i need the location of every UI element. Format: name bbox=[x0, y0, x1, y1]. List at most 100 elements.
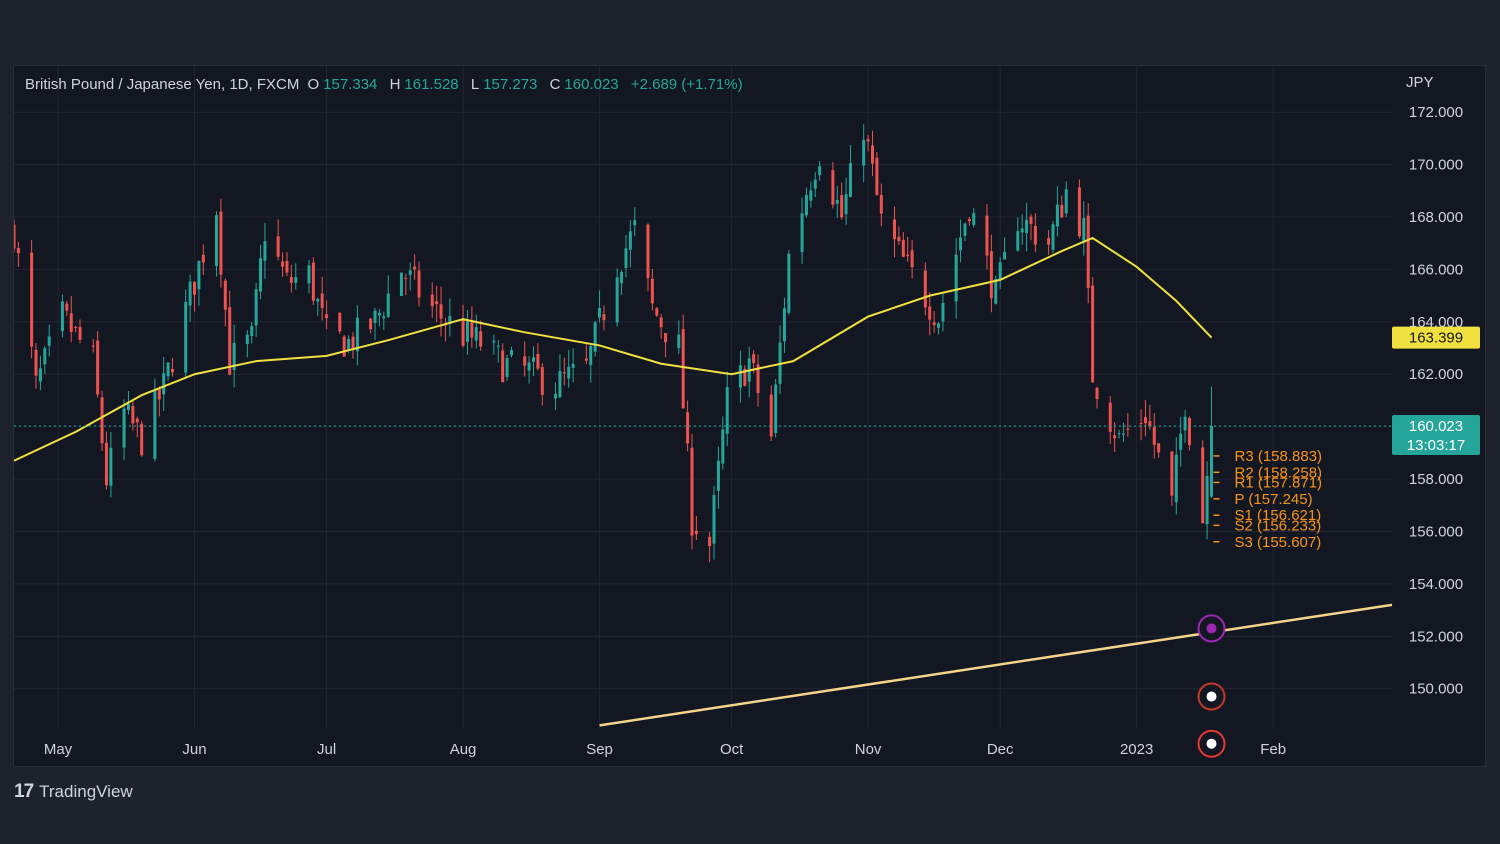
candle bbox=[875, 152, 879, 196]
x-tick-label: Sep bbox=[586, 741, 613, 758]
candle bbox=[835, 186, 839, 219]
candle-body bbox=[906, 254, 910, 257]
candle-body bbox=[901, 240, 905, 257]
symbol-legend[interactable]: British Pound / Japanese Yen, 1D, FXCM O… bbox=[25, 76, 747, 93]
candle-body bbox=[782, 308, 786, 342]
candle bbox=[941, 293, 945, 332]
candle bbox=[14, 219, 16, 253]
candle-body bbox=[96, 340, 100, 395]
candle-body bbox=[985, 215, 989, 256]
candle bbox=[461, 304, 465, 348]
candle bbox=[1143, 400, 1147, 437]
candle-body bbox=[536, 354, 540, 369]
tradingview-logo[interactable]: 17 TradingView bbox=[14, 781, 133, 803]
candle bbox=[1139, 409, 1143, 441]
candle bbox=[1095, 386, 1099, 409]
candle-body bbox=[1183, 416, 1187, 431]
candle-body bbox=[100, 397, 104, 444]
candle bbox=[135, 416, 139, 438]
candle-body bbox=[694, 530, 698, 535]
low-value: 157.273 bbox=[483, 76, 538, 93]
price-badges: 163.399 160.023 13:03:17 bbox=[1392, 326, 1480, 456]
price-chart[interactable]: 172.000170.000168.000166.000164.000162.0… bbox=[14, 66, 1487, 768]
candle bbox=[1205, 461, 1209, 540]
candle bbox=[928, 292, 932, 336]
candle-body bbox=[774, 384, 778, 433]
candle-body bbox=[1117, 433, 1121, 435]
candle bbox=[540, 362, 544, 406]
candle bbox=[954, 238, 958, 319]
candle bbox=[870, 130, 874, 177]
candle bbox=[320, 276, 324, 321]
candle bbox=[74, 325, 78, 333]
candle bbox=[690, 433, 694, 550]
candle-body bbox=[215, 215, 219, 267]
candle-body bbox=[281, 261, 285, 267]
candle bbox=[197, 260, 201, 306]
candle-body bbox=[14, 224, 16, 249]
y-tick-label: 150.000 bbox=[1409, 681, 1463, 698]
candle bbox=[399, 272, 403, 297]
candle bbox=[509, 346, 513, 358]
candle-body bbox=[417, 270, 421, 298]
candle bbox=[369, 317, 373, 334]
candle bbox=[681, 314, 685, 409]
pivot-label: R3 (158.883) bbox=[1234, 448, 1322, 465]
candle bbox=[844, 177, 848, 225]
candle bbox=[1082, 201, 1086, 256]
candle bbox=[1209, 386, 1213, 499]
candle-body bbox=[479, 331, 483, 347]
candle-body bbox=[1209, 426, 1213, 497]
candle bbox=[153, 378, 157, 462]
candle-body bbox=[399, 272, 403, 297]
candle bbox=[285, 252, 289, 277]
candle-body bbox=[862, 139, 866, 166]
candle bbox=[184, 289, 188, 377]
candle bbox=[1051, 221, 1055, 254]
candle-body bbox=[448, 316, 452, 323]
candle-body bbox=[492, 340, 496, 343]
japan-flag-event-icon-inner bbox=[1206, 738, 1217, 749]
candle-body bbox=[170, 369, 174, 373]
candle bbox=[443, 317, 447, 342]
candle-body bbox=[615, 277, 619, 323]
candle bbox=[879, 183, 883, 227]
candle-body bbox=[620, 271, 624, 284]
currency-label[interactable]: JPY bbox=[1406, 74, 1434, 91]
candle bbox=[1157, 443, 1161, 458]
candle-body bbox=[712, 494, 716, 544]
candle bbox=[963, 222, 967, 242]
candle bbox=[404, 273, 408, 296]
candle bbox=[998, 257, 1002, 289]
candle bbox=[747, 346, 751, 398]
candle-body bbox=[140, 423, 144, 456]
candle bbox=[276, 219, 280, 261]
candle-body bbox=[1025, 219, 1029, 234]
candle-body bbox=[1205, 475, 1209, 525]
candle bbox=[104, 431, 108, 490]
candle-body bbox=[602, 314, 606, 321]
candle bbox=[774, 379, 778, 438]
y-tick-label: 162.000 bbox=[1409, 366, 1463, 383]
y-tick-label: 156.000 bbox=[1409, 523, 1463, 540]
y-tick-label: 172.000 bbox=[1409, 104, 1463, 121]
candle-body bbox=[505, 357, 509, 377]
candle-body bbox=[686, 412, 690, 444]
candle bbox=[769, 385, 773, 441]
candle bbox=[937, 321, 941, 335]
candle bbox=[708, 532, 712, 563]
candle-body bbox=[804, 194, 808, 216]
x-tick-label: Dec bbox=[987, 741, 1014, 758]
candle bbox=[16, 241, 20, 267]
candle bbox=[263, 223, 267, 279]
candle bbox=[558, 354, 562, 399]
candle-body bbox=[743, 368, 747, 386]
candle bbox=[479, 320, 483, 351]
candle-body bbox=[47, 336, 51, 346]
open-label: O bbox=[307, 76, 320, 93]
candle-body bbox=[1108, 402, 1112, 432]
candle-body bbox=[893, 219, 897, 240]
candle bbox=[840, 182, 844, 220]
candle-body bbox=[126, 403, 130, 410]
candle bbox=[1174, 437, 1178, 515]
